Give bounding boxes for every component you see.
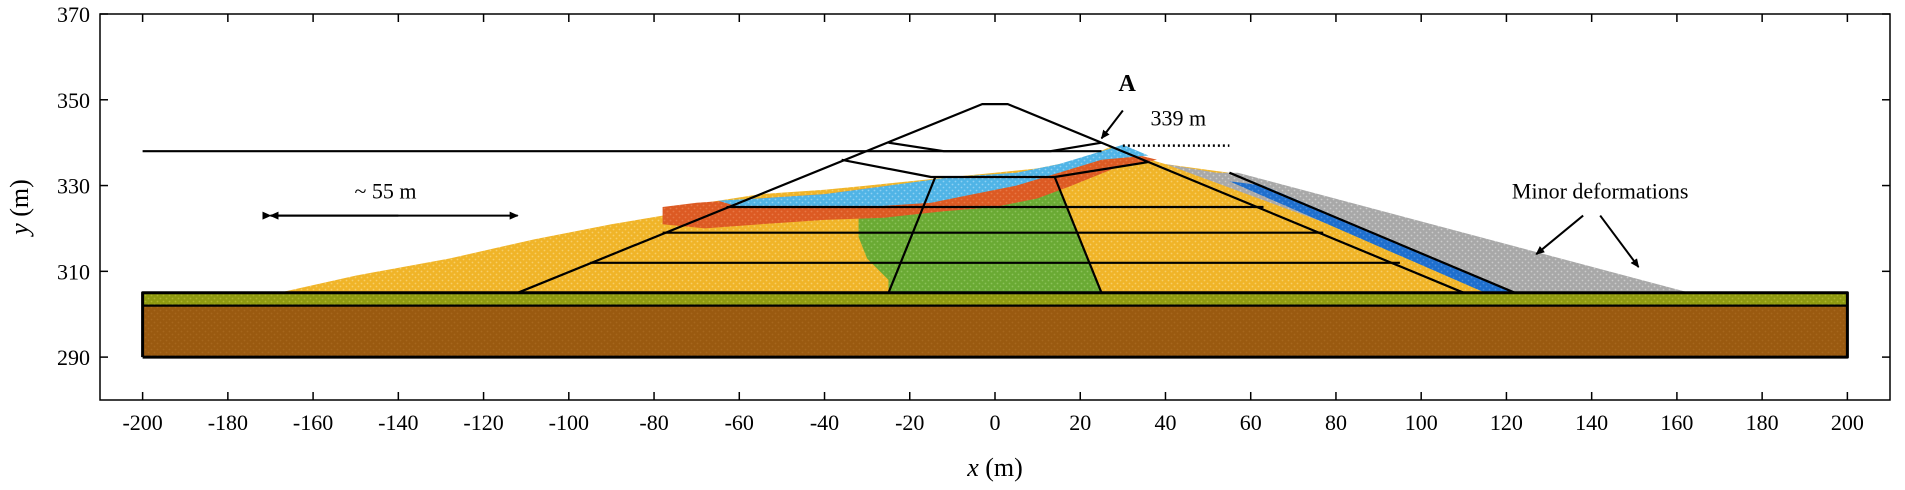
y-tick-label: 370 (57, 2, 90, 27)
x-tick-label: 180 (1746, 410, 1779, 435)
x-tick-label: 80 (1325, 410, 1347, 435)
annotation-label-minor: Minor deformations (1512, 178, 1689, 203)
x-tick-label: 120 (1490, 410, 1523, 435)
annotation-label-a: A (1118, 71, 1136, 97)
region-upstream-filter-blue (718, 144, 1149, 207)
material-regions (142, 144, 1848, 358)
x-tick-label: -80 (639, 410, 668, 435)
x-tick-label: -180 (208, 410, 248, 435)
y-tick-label: 350 (57, 88, 90, 113)
x-tick-label: 100 (1405, 410, 1438, 435)
outline-foundation-border (141, 291, 1849, 359)
y-axis-unit: (m) (5, 179, 34, 223)
x-tick-label: 140 (1575, 410, 1608, 435)
x-tick-label: -60 (725, 410, 754, 435)
annotation-arrow-minor-1 (1535, 214, 1584, 255)
x-tick-label: -100 (549, 410, 589, 435)
region-bedding-layer (142, 292, 1848, 306)
region-foundation (142, 305, 1848, 358)
outline-core-right-boundary (1053, 176, 1103, 294)
y-tick-label: 330 (57, 174, 90, 199)
outline-crest-zone-lower (841, 158, 1149, 179)
x-tick-label: -140 (378, 410, 418, 435)
x-tick-label: 20 (1069, 410, 1091, 435)
axes: -200 -180 -160 -140 -120 -100 -80 -60 -40 -20 0 20 4… (5, 2, 1891, 482)
x-axis-unit: (m) (979, 453, 1023, 482)
x-tick-label: 60 (1240, 410, 1262, 435)
annotation-arrow-a (1100, 109, 1124, 140)
outline-core-left-boundary (887, 176, 937, 294)
x-tick-label: 160 (1660, 410, 1693, 435)
outline-downstream-original-slope (1147, 160, 1465, 294)
x-tick-label: -200 (122, 410, 162, 435)
x-axis-title: x (m) (966, 453, 1023, 482)
annotations: A 339 m ~ 55 m Minor deformations (262, 71, 1689, 268)
outline-upstream-original-slope (517, 102, 1149, 294)
x-tick-label: -40 (810, 410, 839, 435)
x-tick-label: -160 (293, 410, 333, 435)
x-tick-label: -20 (895, 410, 924, 435)
y-axis-title: y (m) (5, 179, 34, 238)
x-tick-label: 0 (990, 410, 1001, 435)
outline-crest-zone-upper (888, 141, 1102, 153)
outline-filter-line (1228, 171, 1516, 294)
region-downstream-blue-drain (1229, 181, 1515, 293)
x-tick-label: 40 (1154, 410, 1176, 435)
y-axis-var: y (5, 223, 34, 238)
region-downstream-gray-zone (1165, 164, 1690, 293)
x-tick-label: 200 (1831, 410, 1864, 435)
x-axis-var: x (966, 453, 979, 482)
annotation-arrow-minor-2 (1599, 214, 1640, 268)
annotation-label-339: 339 m (1150, 106, 1206, 131)
y-tick-label: 290 (57, 345, 90, 370)
x-tick-label: -120 (463, 410, 503, 435)
y-tick-label: 310 (57, 259, 90, 284)
outline-lines (141, 102, 1849, 359)
annotation-label-55: ~ 55 m (355, 178, 417, 203)
